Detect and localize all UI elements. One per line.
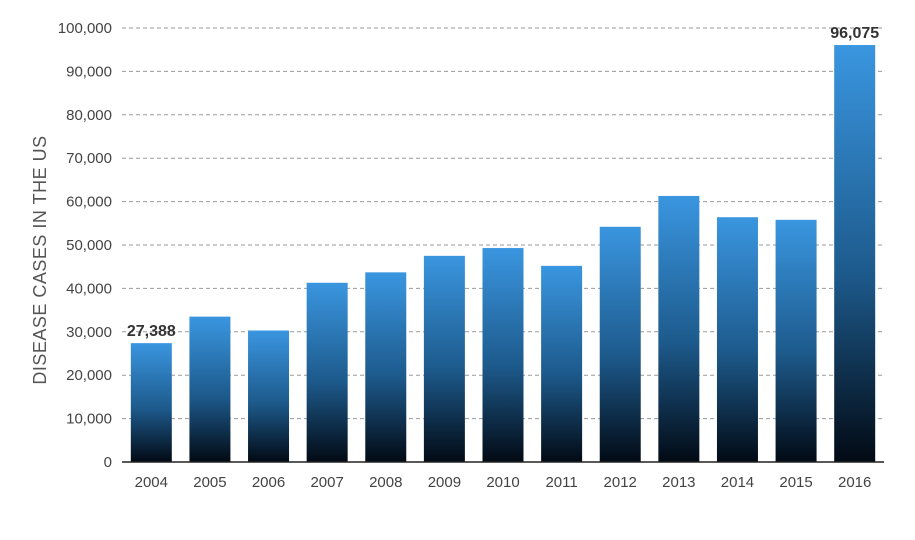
bar-2014 (716, 217, 758, 462)
bar-2011 (541, 265, 583, 462)
bar-2013 (658, 195, 700, 462)
bars (130, 45, 876, 463)
y-tick-label: 10,000 (66, 411, 112, 428)
x-tick-label: 2009 (428, 474, 461, 491)
bar-2007 (306, 282, 348, 462)
y-tick-label: 100,000 (58, 20, 112, 37)
y-tick-label: 50,000 (66, 237, 112, 254)
y-tick-label: 40,000 (66, 280, 112, 297)
bar-2016 (834, 45, 876, 463)
data-label-2004: 27,388 (127, 323, 176, 340)
y-tick-label: 80,000 (66, 107, 112, 124)
bar-2005 (189, 316, 231, 462)
x-tick-label: 2011 (545, 474, 577, 491)
x-tick-label: 2004 (135, 474, 168, 491)
data-labels: 27,388 96,075 (127, 25, 879, 340)
x-tick-label: 2008 (369, 474, 402, 491)
y-axis-title: DISEASE CASES IN THE US (30, 135, 50, 384)
y-tick-label: 70,000 (66, 150, 112, 167)
x-tick-label: 2006 (252, 474, 285, 491)
bar-2015 (775, 219, 817, 462)
x-tick-label: 2010 (486, 474, 519, 491)
y-axis-ticks: 0 10,000 20,000 30,000 40,000 50,000 60,000 70,… (58, 20, 112, 471)
y-tick-label: 0 (104, 454, 112, 471)
y-tick-label: 60,000 (66, 194, 112, 211)
x-tick-label: 2007 (310, 474, 343, 491)
x-tick-label: 2005 (193, 474, 226, 491)
bar-2010 (482, 248, 524, 462)
x-tick-label: 2016 (838, 474, 871, 491)
x-axis-ticks: 2004 2005 2006 2007 2008 2009 2010 2011 2012 2013… (135, 474, 872, 491)
y-tick-label: 20,000 (66, 367, 112, 384)
bar-2009 (423, 255, 465, 462)
data-label-2016: 96,075 (830, 25, 879, 42)
x-tick-label: 2013 (662, 474, 695, 491)
y-tick-label: 90,000 (66, 63, 112, 80)
bar-2006 (248, 330, 290, 462)
x-tick-label: 2012 (604, 474, 637, 491)
x-tick-label: 2014 (721, 474, 754, 491)
bar-2004 (130, 343, 172, 462)
x-tick-label: 2015 (779, 474, 812, 491)
y-tick-label: 30,000 (66, 324, 112, 341)
bar-2012 (599, 226, 641, 462)
bar-2008 (365, 272, 407, 462)
